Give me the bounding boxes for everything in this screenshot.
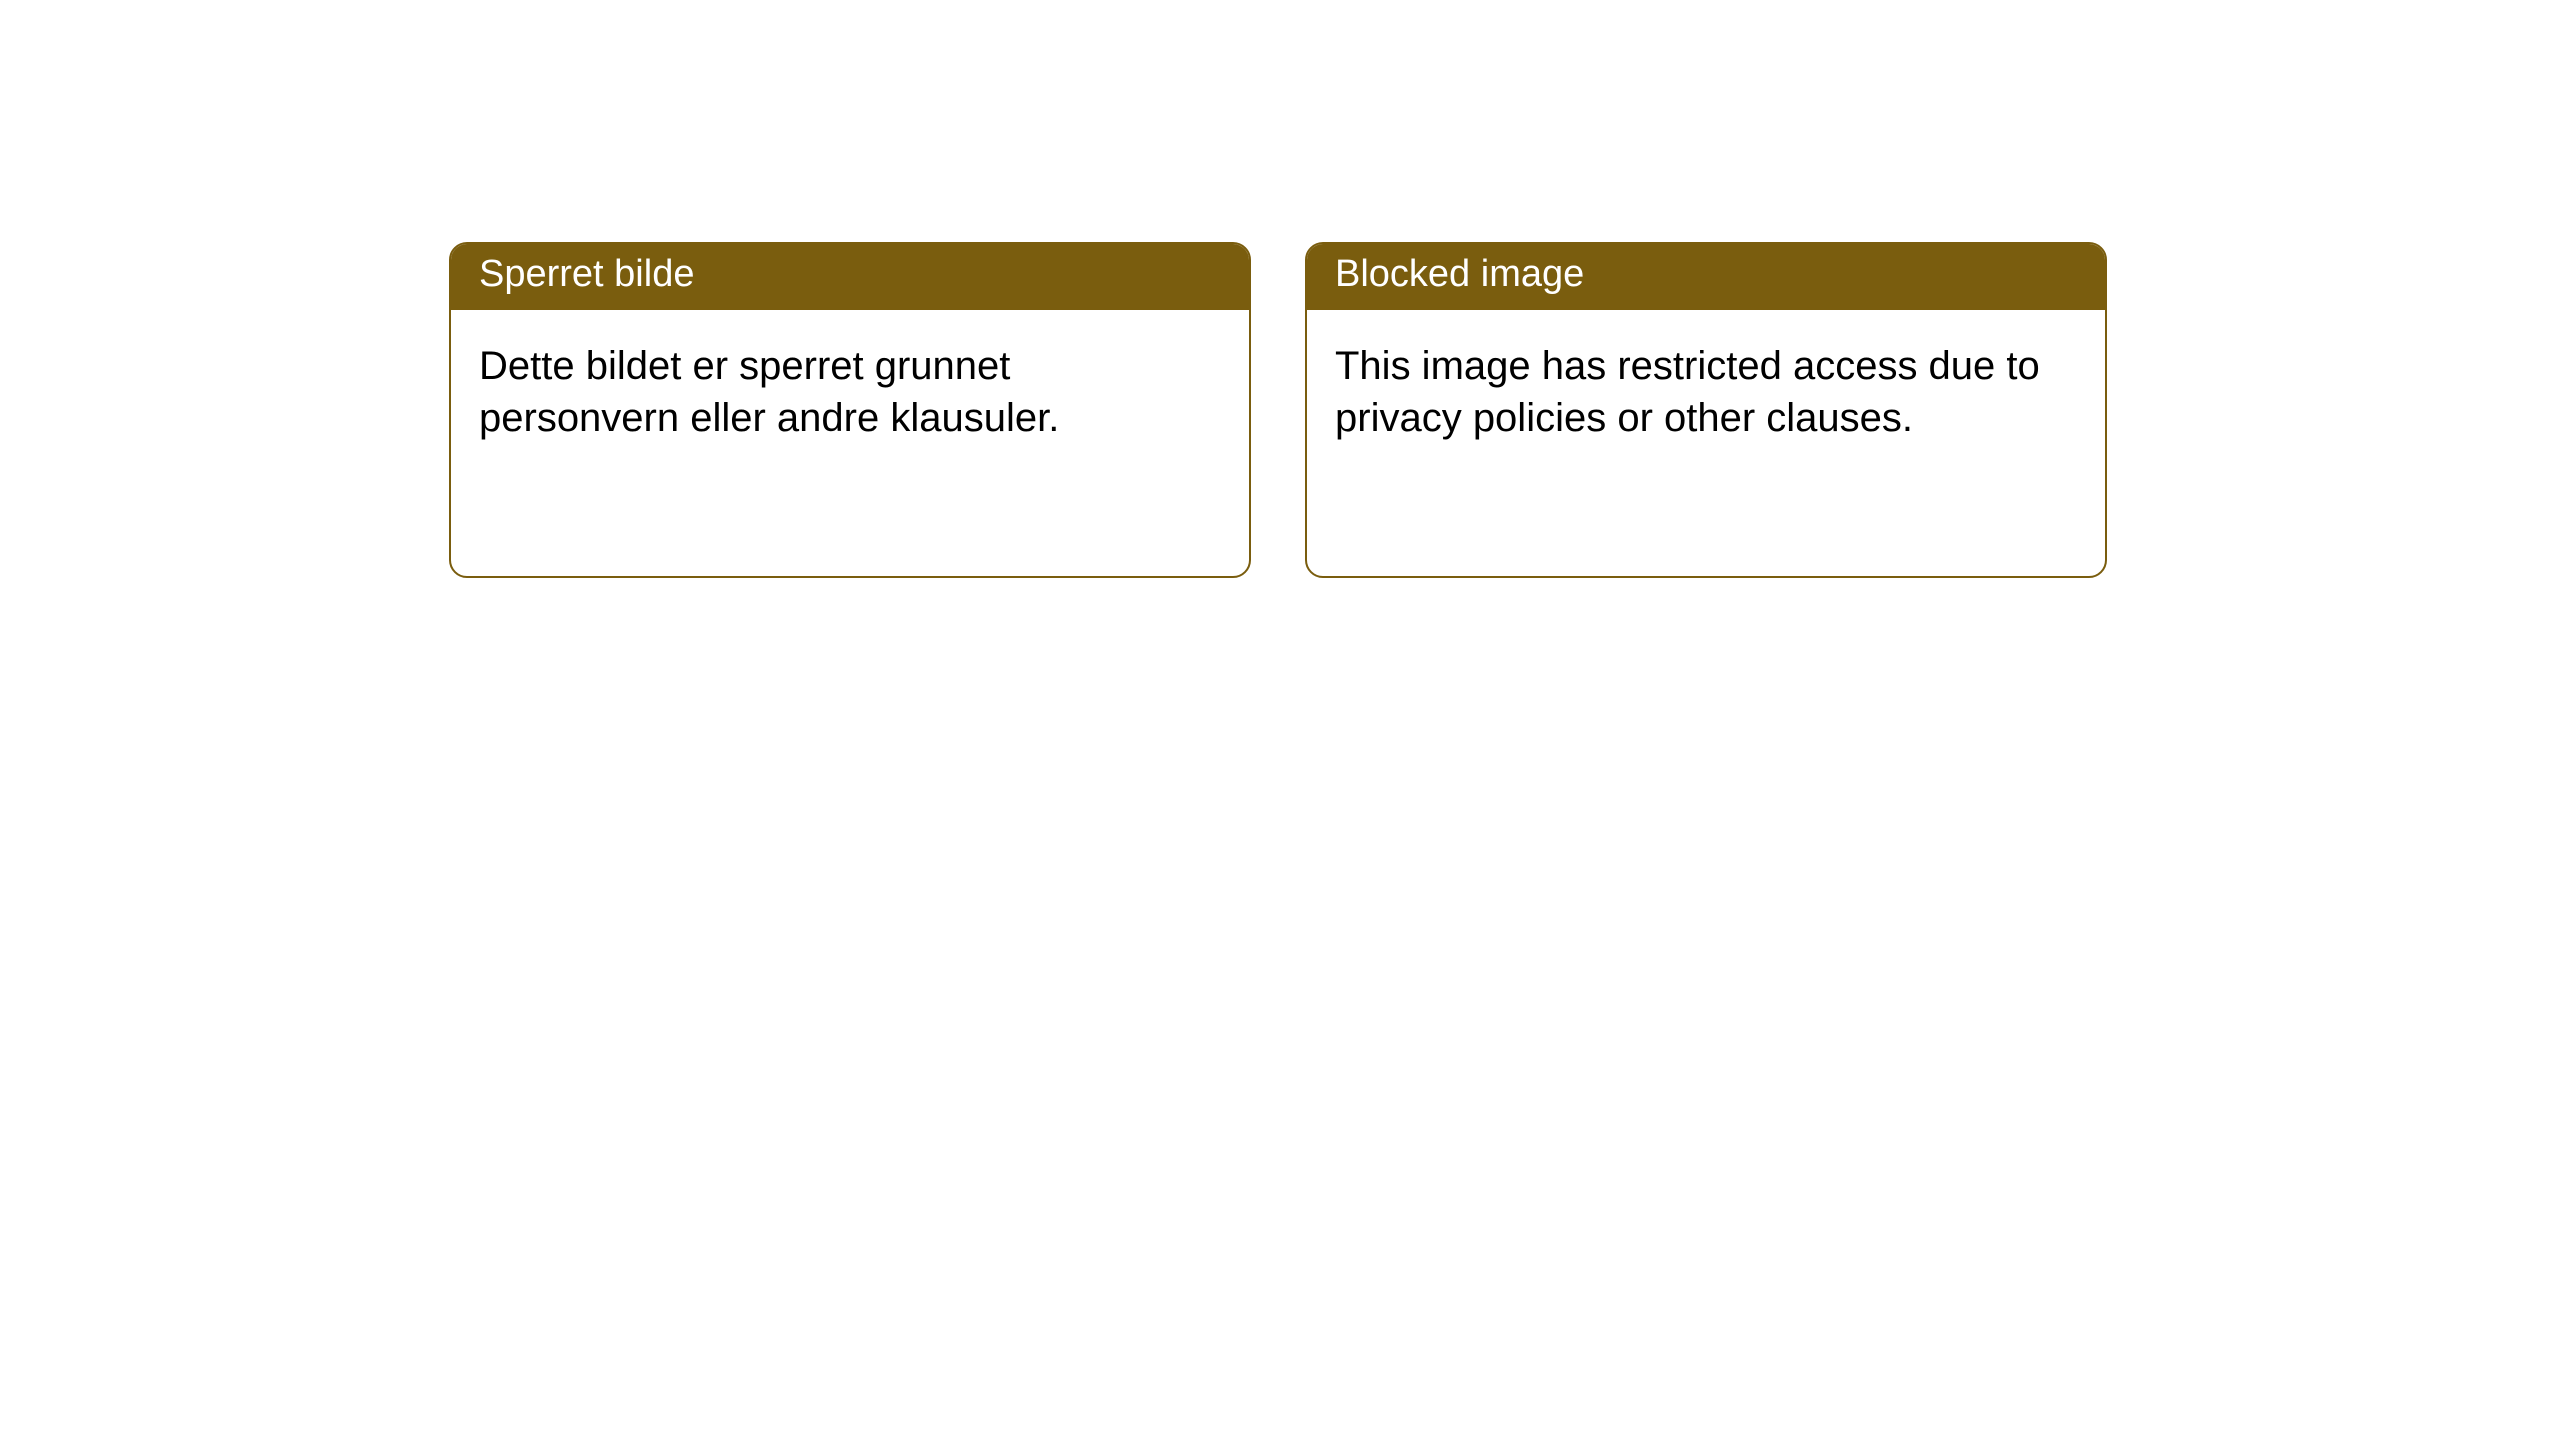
- message-body-text: Dette bildet er sperret grunnet personve…: [479, 344, 1059, 441]
- message-body-text: This image has restricted access due to …: [1335, 344, 2040, 441]
- message-header: Blocked image: [1307, 244, 2105, 310]
- message-container: Sperret bilde Dette bildet er sperret gr…: [0, 0, 2560, 578]
- message-body: This image has restricted access due to …: [1307, 310, 2105, 476]
- message-header-text: Sperret bilde: [479, 253, 694, 295]
- message-box-norwegian: Sperret bilde Dette bildet er sperret gr…: [449, 242, 1251, 578]
- message-body: Dette bildet er sperret grunnet personve…: [451, 310, 1249, 476]
- message-header-text: Blocked image: [1335, 253, 1584, 295]
- message-box-english: Blocked image This image has restricted …: [1305, 242, 2107, 578]
- message-header: Sperret bilde: [451, 244, 1249, 310]
